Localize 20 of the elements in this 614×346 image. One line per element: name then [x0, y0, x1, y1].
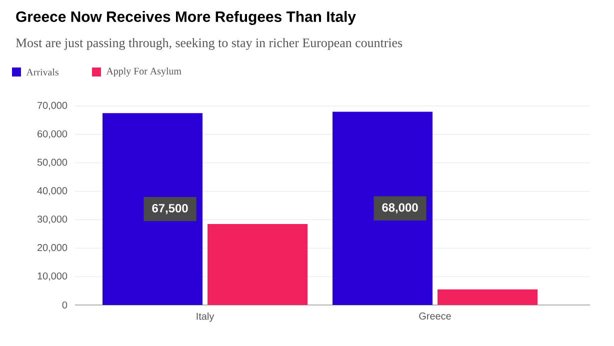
bar: [208, 224, 308, 305]
x-tick-label: Italy: [196, 312, 214, 322]
legend-label: Arrivals: [26, 68, 58, 76]
bar: [102, 113, 203, 305]
x-tick-label: Greece: [419, 312, 451, 320]
bar: [438, 289, 538, 305]
y-tick-label: 0: [62, 301, 68, 309]
bar: [332, 112, 433, 305]
y-tick-label: 30,000: [37, 216, 68, 224]
legend-label: Apply For Asylum: [106, 67, 182, 77]
y-tick-label: 40,000: [37, 187, 68, 196]
data-label: 68,000: [382, 203, 418, 214]
data-label: 67,500: [152, 204, 188, 214]
y-tick-label: 70,000: [38, 102, 68, 110]
chart-subtitle: Most are just passing through, seeking to stay in richer European countries: [16, 38, 402, 50]
y-tick-label: 20,000: [38, 244, 68, 252]
y-tick-label: 10,000: [38, 272, 68, 281]
chart-title: Greece Now Receives More Refugees Than Italy: [16, 11, 356, 25]
y-tick-label: 50,000: [37, 158, 68, 167]
y-tick-label: 60,000: [38, 130, 68, 139]
